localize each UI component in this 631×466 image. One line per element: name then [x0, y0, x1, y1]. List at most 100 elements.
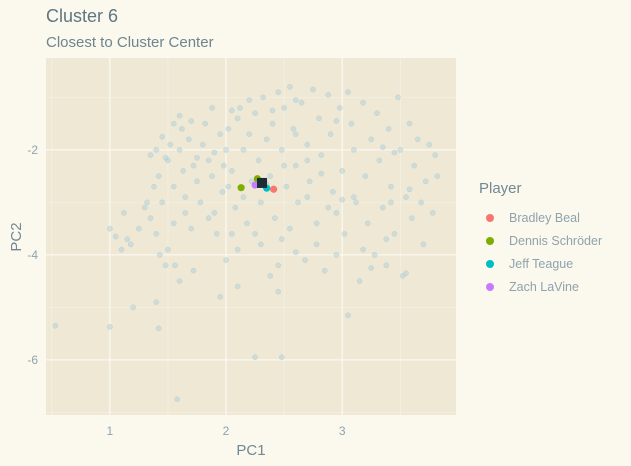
background-point: [287, 84, 293, 90]
background-point: [186, 136, 192, 143]
legend-item: Jeff Teague: [479, 252, 602, 275]
background-point: [252, 231, 258, 237]
background-point: [170, 120, 177, 127]
background-point: [237, 105, 243, 111]
background-point: [403, 194, 409, 200]
legend-dot: [486, 213, 494, 222]
background-point: [223, 257, 229, 263]
background-point: [325, 91, 332, 98]
background-point: [147, 215, 154, 221]
background-point: [371, 252, 378, 258]
background-point: [325, 204, 332, 211]
background-point: [318, 152, 325, 158]
background-point: [281, 162, 287, 169]
background-point: [211, 149, 218, 156]
background-point: [376, 157, 383, 164]
background-point: [107, 225, 113, 232]
background-point: [194, 178, 200, 185]
background-point: [228, 107, 235, 114]
y-tick-label: -6: [27, 353, 38, 367]
background-point: [310, 86, 316, 93]
background-point: [350, 194, 357, 200]
legend: Player Bradley Beal Dennis Schröder Jeff T…: [479, 180, 602, 298]
background-point: [223, 147, 229, 153]
legend-key: [479, 236, 501, 245]
background-point: [422, 178, 429, 185]
background-point: [278, 354, 285, 361]
legend-label: Dennis Schröder: [509, 233, 603, 248]
background-point: [232, 204, 239, 211]
background-point: [118, 246, 125, 253]
legend-key: [479, 259, 501, 268]
background-point: [388, 183, 394, 190]
background-point: [397, 147, 404, 153]
background-point: [321, 267, 328, 274]
background-point: [159, 199, 165, 206]
background-point: [350, 147, 357, 153]
background-point: [414, 136, 421, 143]
background-point: [124, 236, 131, 242]
grid-minor: [46, 58, 456, 415]
background-point: [240, 194, 247, 200]
y-axis-ticks: -2 -4 -6: [27, 143, 38, 367]
background-point: [330, 189, 336, 195]
centroid-layer: [257, 177, 268, 188]
legend-items: Bradley Beal Dennis Schröder Jeff Teague Za…: [479, 206, 602, 298]
background-point: [179, 126, 185, 132]
legend-title: Player: [479, 180, 522, 197]
background-point: [144, 199, 150, 206]
background-point: [333, 118, 340, 124]
legend-dot: [486, 259, 494, 268]
player-point: [251, 181, 259, 189]
legend-item: Bradley Beal: [479, 206, 602, 229]
background-point: [290, 126, 297, 132]
background-point: [141, 204, 148, 211]
background-point: [374, 110, 380, 116]
background-point: [313, 220, 320, 227]
background-point: [162, 154, 169, 161]
background-point: [391, 149, 398, 156]
background-point: [278, 147, 285, 153]
player-point: [270, 185, 278, 193]
x-tick-label: 3: [339, 424, 346, 438]
background-point: [244, 220, 250, 227]
background-point: [368, 136, 375, 143]
background-point: [52, 322, 59, 329]
background-point: [263, 136, 270, 143]
background-point: [176, 278, 183, 284]
background-point: [287, 225, 293, 232]
background-point: [275, 89, 282, 95]
background-point: [217, 131, 224, 137]
background-point: [176, 147, 183, 153]
x-tick-label: 2: [223, 424, 230, 438]
legend-label: Bradley Beal: [509, 210, 580, 225]
background-point: [120, 210, 127, 216]
background-point: [205, 157, 212, 164]
background-point: [225, 183, 232, 190]
background-point: [306, 178, 313, 185]
background-point: [333, 210, 340, 216]
chart-title: Cluster 6: [46, 6, 119, 26]
background-point: [176, 112, 183, 119]
background-point: [281, 105, 287, 111]
background-point: [395, 94, 401, 101]
background-point: [368, 265, 375, 271]
background-point: [112, 233, 119, 240]
background-point: [107, 323, 113, 330]
background-point: [360, 99, 366, 106]
background-point: [388, 199, 394, 206]
background-point: [304, 157, 311, 164]
background-point: [420, 241, 427, 248]
background-point: [269, 120, 276, 127]
background-point: [188, 225, 195, 232]
legend-label: Jeff Teague: [509, 256, 574, 271]
background-point: [313, 241, 320, 248]
background-point: [409, 215, 415, 221]
background-point: [182, 194, 189, 200]
background-point: [209, 173, 215, 179]
background-point: [252, 354, 258, 361]
background-point: [155, 325, 162, 332]
background-point: [429, 210, 436, 216]
background-point: [174, 396, 181, 403]
background-point: [385, 126, 392, 132]
